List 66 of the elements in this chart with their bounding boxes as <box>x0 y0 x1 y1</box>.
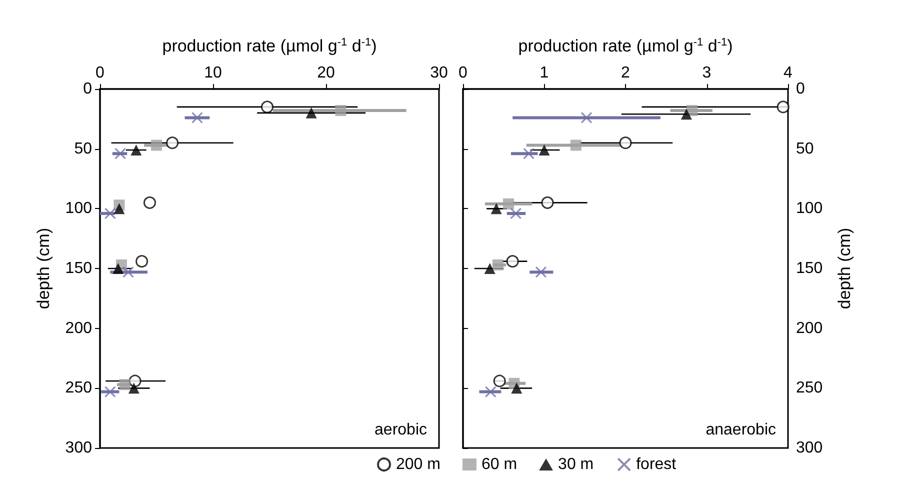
y2-tick-label: 200 <box>796 320 823 337</box>
point <box>506 255 519 268</box>
point <box>335 105 346 116</box>
point <box>136 255 148 268</box>
y-tick-label: 300 <box>65 440 92 456</box>
point <box>619 136 632 150</box>
point <box>535 266 547 278</box>
point <box>306 107 317 118</box>
y-tick-label: 50 <box>74 140 92 158</box>
point <box>490 203 502 214</box>
x-tick-label: 20 <box>317 64 335 82</box>
point <box>523 148 535 160</box>
x-tick-label: 3 <box>702 64 712 82</box>
point <box>104 386 116 398</box>
x-tick-label: 0 <box>458 64 468 82</box>
point <box>166 136 179 150</box>
legend-label: 60 m <box>481 456 518 473</box>
point <box>503 198 514 210</box>
point <box>119 379 130 390</box>
point <box>122 266 134 278</box>
point <box>484 263 496 274</box>
y2-tick-label: 0 <box>796 80 805 98</box>
x-tick-label: 30 <box>430 64 448 82</box>
x-tick-label: 0 <box>96 64 105 82</box>
y-axis-title: depth (cm) <box>34 228 53 310</box>
point <box>151 140 162 151</box>
point <box>511 382 522 394</box>
annotation: anaerobic <box>706 422 776 438</box>
y2-axis-title: depth (cm) <box>835 228 854 310</box>
y-tick-label: 150 <box>65 260 92 277</box>
point <box>130 144 142 156</box>
point <box>570 140 582 151</box>
point <box>492 259 504 270</box>
point <box>541 196 554 209</box>
annotation: aerobic <box>374 422 428 438</box>
y-tick-label: 250 <box>65 380 92 397</box>
y2-tick-label: 50 <box>796 140 814 158</box>
y-tick-label: 100 <box>65 200 92 218</box>
point <box>128 382 140 394</box>
point <box>104 208 116 220</box>
x-tick-label: 10 <box>204 64 222 82</box>
legend-label: 200 m <box>396 456 440 473</box>
x-tick-label: 4 <box>784 64 793 82</box>
y2-tick-label: 250 <box>796 380 823 397</box>
point <box>114 148 126 160</box>
x-tick-label: 2 <box>621 64 630 82</box>
point <box>143 196 156 209</box>
point <box>191 112 203 124</box>
point <box>510 208 522 220</box>
point <box>261 100 274 114</box>
point <box>484 386 496 398</box>
point <box>538 144 550 156</box>
point <box>580 112 592 124</box>
y-tick-label: 200 <box>65 320 92 337</box>
legend-label: forest <box>636 456 677 473</box>
y2-tick-label: 300 <box>796 440 823 456</box>
point <box>680 108 692 120</box>
point <box>493 374 506 388</box>
point <box>776 100 790 114</box>
x-tick-label: 1 <box>540 64 549 82</box>
y-tick-label: 0 <box>83 80 92 98</box>
point <box>114 203 125 214</box>
y2-tick-label: 150 <box>796 260 823 277</box>
legend-label: 30 m <box>558 456 594 473</box>
point <box>112 263 124 274</box>
y2-tick-label: 100 <box>796 200 823 218</box>
